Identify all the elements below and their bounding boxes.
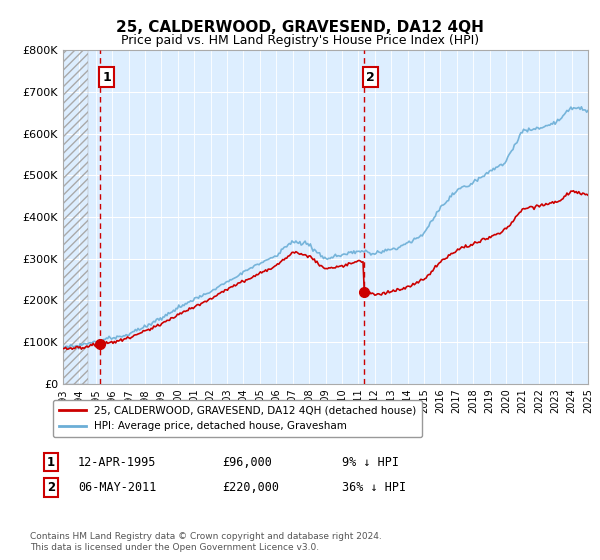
Text: 2: 2	[47, 480, 55, 494]
Text: 2: 2	[366, 71, 375, 83]
Text: Price paid vs. HM Land Registry's House Price Index (HPI): Price paid vs. HM Land Registry's House …	[121, 34, 479, 46]
Text: 1: 1	[47, 455, 55, 469]
Text: £96,000: £96,000	[222, 455, 272, 469]
Legend: 25, CALDERWOOD, GRAVESEND, DA12 4QH (detached house), HPI: Average price, detach: 25, CALDERWOOD, GRAVESEND, DA12 4QH (det…	[53, 400, 422, 437]
Text: 1: 1	[103, 71, 112, 83]
Text: £220,000: £220,000	[222, 480, 279, 494]
Text: 12-APR-1995: 12-APR-1995	[78, 455, 157, 469]
Text: Contains HM Land Registry data © Crown copyright and database right 2024.
This d: Contains HM Land Registry data © Crown c…	[30, 532, 382, 552]
Text: 36% ↓ HPI: 36% ↓ HPI	[342, 480, 406, 494]
Text: 25, CALDERWOOD, GRAVESEND, DA12 4QH: 25, CALDERWOOD, GRAVESEND, DA12 4QH	[116, 20, 484, 35]
Text: 06-MAY-2011: 06-MAY-2011	[78, 480, 157, 494]
Text: 9% ↓ HPI: 9% ↓ HPI	[342, 455, 399, 469]
